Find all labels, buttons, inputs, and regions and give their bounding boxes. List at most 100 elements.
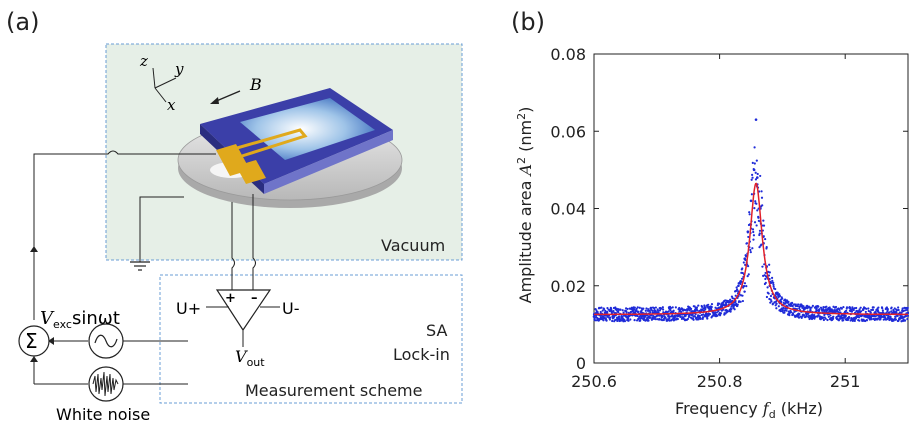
- data-point: [680, 317, 684, 320]
- data-point: [783, 309, 786, 312]
- data-point: [838, 308, 841, 312]
- data-point: [843, 315, 847, 318]
- data-point: [731, 296, 734, 300]
- data-point: [735, 286, 738, 289]
- panel-b-label: (b): [511, 8, 545, 36]
- noise-wave-icon: [92, 371, 119, 397]
- data-point: [867, 307, 870, 310]
- data-point: [778, 294, 782, 298]
- data-point: [898, 311, 902, 314]
- device-illustration: [177, 88, 403, 208]
- data-point: [635, 307, 638, 310]
- data-point: [701, 316, 705, 319]
- x-axis-label: Frequency fd (kHz): [675, 399, 823, 421]
- data-point: [759, 174, 762, 178]
- data-point: [691, 313, 694, 316]
- data-point: [742, 261, 745, 264]
- data-point: [775, 307, 778, 310]
- sum-output-arrow: [30, 246, 38, 252]
- data-point: [842, 319, 845, 322]
- data-point: [661, 308, 665, 311]
- y-tick-label: 0.04: [550, 200, 586, 219]
- data-point: [646, 309, 650, 313]
- data-point: [600, 306, 603, 309]
- data-point: [743, 284, 746, 288]
- data-point: [679, 315, 682, 318]
- data-point: [770, 276, 774, 279]
- data-point: [621, 316, 624, 319]
- b-field-label: B: [249, 75, 262, 94]
- data-point: [647, 319, 650, 322]
- data-point: [743, 282, 747, 285]
- data-point: [741, 267, 744, 270]
- data-point: [770, 281, 773, 284]
- axis-x-label: x: [167, 96, 176, 114]
- data-point: [606, 306, 609, 310]
- data-point: [656, 318, 659, 321]
- data-point: [756, 172, 759, 176]
- data-point: [771, 279, 774, 282]
- data-point: [884, 316, 887, 319]
- data-point: [809, 308, 812, 311]
- data-point: [858, 308, 861, 311]
- data-point: [858, 319, 861, 322]
- data-point: [790, 301, 794, 304]
- data-point: [602, 307, 606, 311]
- data-point: [886, 308, 889, 311]
- data-point: [754, 118, 758, 121]
- data-point: [753, 162, 756, 165]
- data-point: [790, 311, 793, 314]
- vexc-label: Vexcsinωt: [40, 308, 120, 331]
- data-point: [594, 319, 597, 322]
- y-axis-label: Amplitude area A2 (nm2): [515, 107, 535, 304]
- data-point: [900, 311, 903, 314]
- data-point: [897, 308, 900, 312]
- data-point: [906, 306, 909, 309]
- data-point: [722, 301, 725, 304]
- data-point: [747, 273, 750, 276]
- data-point: [775, 302, 778, 305]
- data-point: [671, 306, 674, 309]
- data-point: [753, 221, 757, 224]
- data-point: [667, 310, 670, 313]
- data-point: [755, 202, 758, 205]
- data-point: [854, 317, 858, 320]
- data-point: [627, 319, 630, 322]
- data-point: [658, 317, 661, 321]
- data-point: [752, 168, 756, 172]
- data-point: [745, 242, 749, 245]
- data-point: [701, 305, 704, 308]
- data-point: [903, 319, 907, 322]
- data-point: [898, 318, 901, 321]
- data-point: [729, 298, 732, 301]
- data-point: [633, 319, 636, 322]
- data-point: [617, 315, 621, 318]
- data-point: [871, 308, 875, 312]
- data-point: [811, 304, 815, 307]
- data-point: [680, 307, 684, 311]
- data-point: [840, 307, 843, 310]
- data-point: [661, 319, 664, 322]
- data-point: [758, 246, 761, 249]
- data-point: [906, 317, 909, 321]
- data-point: [760, 243, 763, 246]
- data-point: [605, 319, 608, 322]
- data-point: [792, 303, 796, 306]
- panel-a: (a) Vacuum SA Lock-in Measurement scheme…: [6, 8, 463, 424]
- data-point: [724, 303, 728, 307]
- data-point: [751, 247, 754, 250]
- data-point: [805, 315, 808, 318]
- data-point: [650, 306, 653, 309]
- data-point: [765, 246, 768, 249]
- data-point: [746, 230, 750, 233]
- data-point: [879, 318, 882, 321]
- data-point: [698, 314, 701, 317]
- data-point: [601, 309, 604, 312]
- x-tick-label: 250.8: [697, 372, 743, 391]
- data-point: [764, 237, 767, 241]
- data-point: [704, 308, 707, 311]
- data-point: [798, 312, 801, 316]
- data-point: [616, 319, 619, 323]
- data-point: [669, 306, 673, 310]
- data-point: [788, 313, 791, 317]
